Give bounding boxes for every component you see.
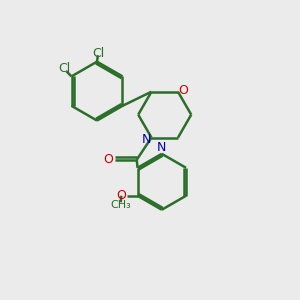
Text: O: O — [116, 189, 126, 202]
Text: Cl: Cl — [92, 47, 105, 60]
Text: N: N — [157, 141, 167, 154]
Text: CH₃: CH₃ — [110, 200, 131, 210]
Text: O: O — [103, 153, 113, 166]
Text: O: O — [178, 84, 188, 97]
Text: N: N — [142, 133, 151, 146]
Text: Cl: Cl — [58, 62, 70, 75]
